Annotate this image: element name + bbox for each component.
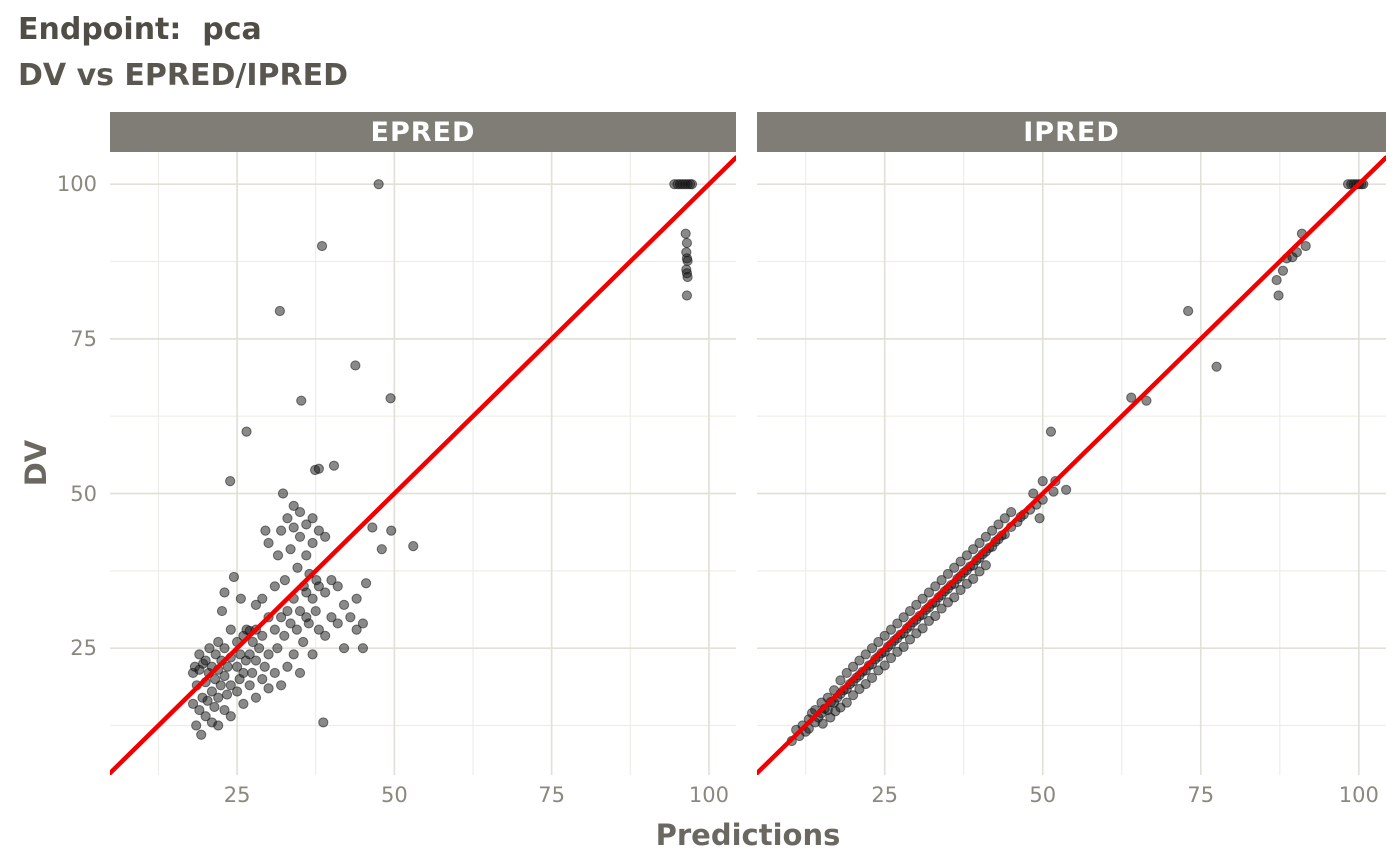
y-axis-tick-label: 50 (70, 481, 97, 506)
plot-subtitle: DV vs EPRED/IPRED (18, 58, 348, 93)
facet-strip-epred: EPRED (110, 112, 736, 152)
facet-strip-ipred-label: IPRED (1023, 116, 1120, 148)
y-axis-tick-label: 25 (70, 636, 97, 661)
y-axis-tick-label: 100 (56, 172, 97, 197)
y-axis-tick-label: 75 (70, 326, 97, 351)
x-axis-tick-label: 75 (1187, 783, 1215, 807)
y-axis-title: DV (19, 439, 53, 487)
x-axis-tick-label: 50 (380, 783, 408, 807)
x-axis-tick-label: 25 (223, 783, 251, 807)
x-axis-title: Predictions (655, 818, 841, 852)
facet-strip-epred-label: EPRED (370, 116, 476, 148)
facet-strip-ipred: IPRED (757, 112, 1386, 152)
scatter-panel-ipred (757, 152, 1386, 775)
plot-title: Endpoint: pca (18, 12, 262, 47)
x-axis-tick-label: 50 (1029, 783, 1057, 807)
x-axis-tick-label: 100 (688, 783, 729, 807)
x-axis-tick-label: 25 (871, 783, 899, 807)
x-axis-tick-label: 75 (538, 783, 566, 807)
x-axis-tick-label: 100 (1338, 783, 1379, 807)
scatter-panel-epred (110, 152, 736, 775)
